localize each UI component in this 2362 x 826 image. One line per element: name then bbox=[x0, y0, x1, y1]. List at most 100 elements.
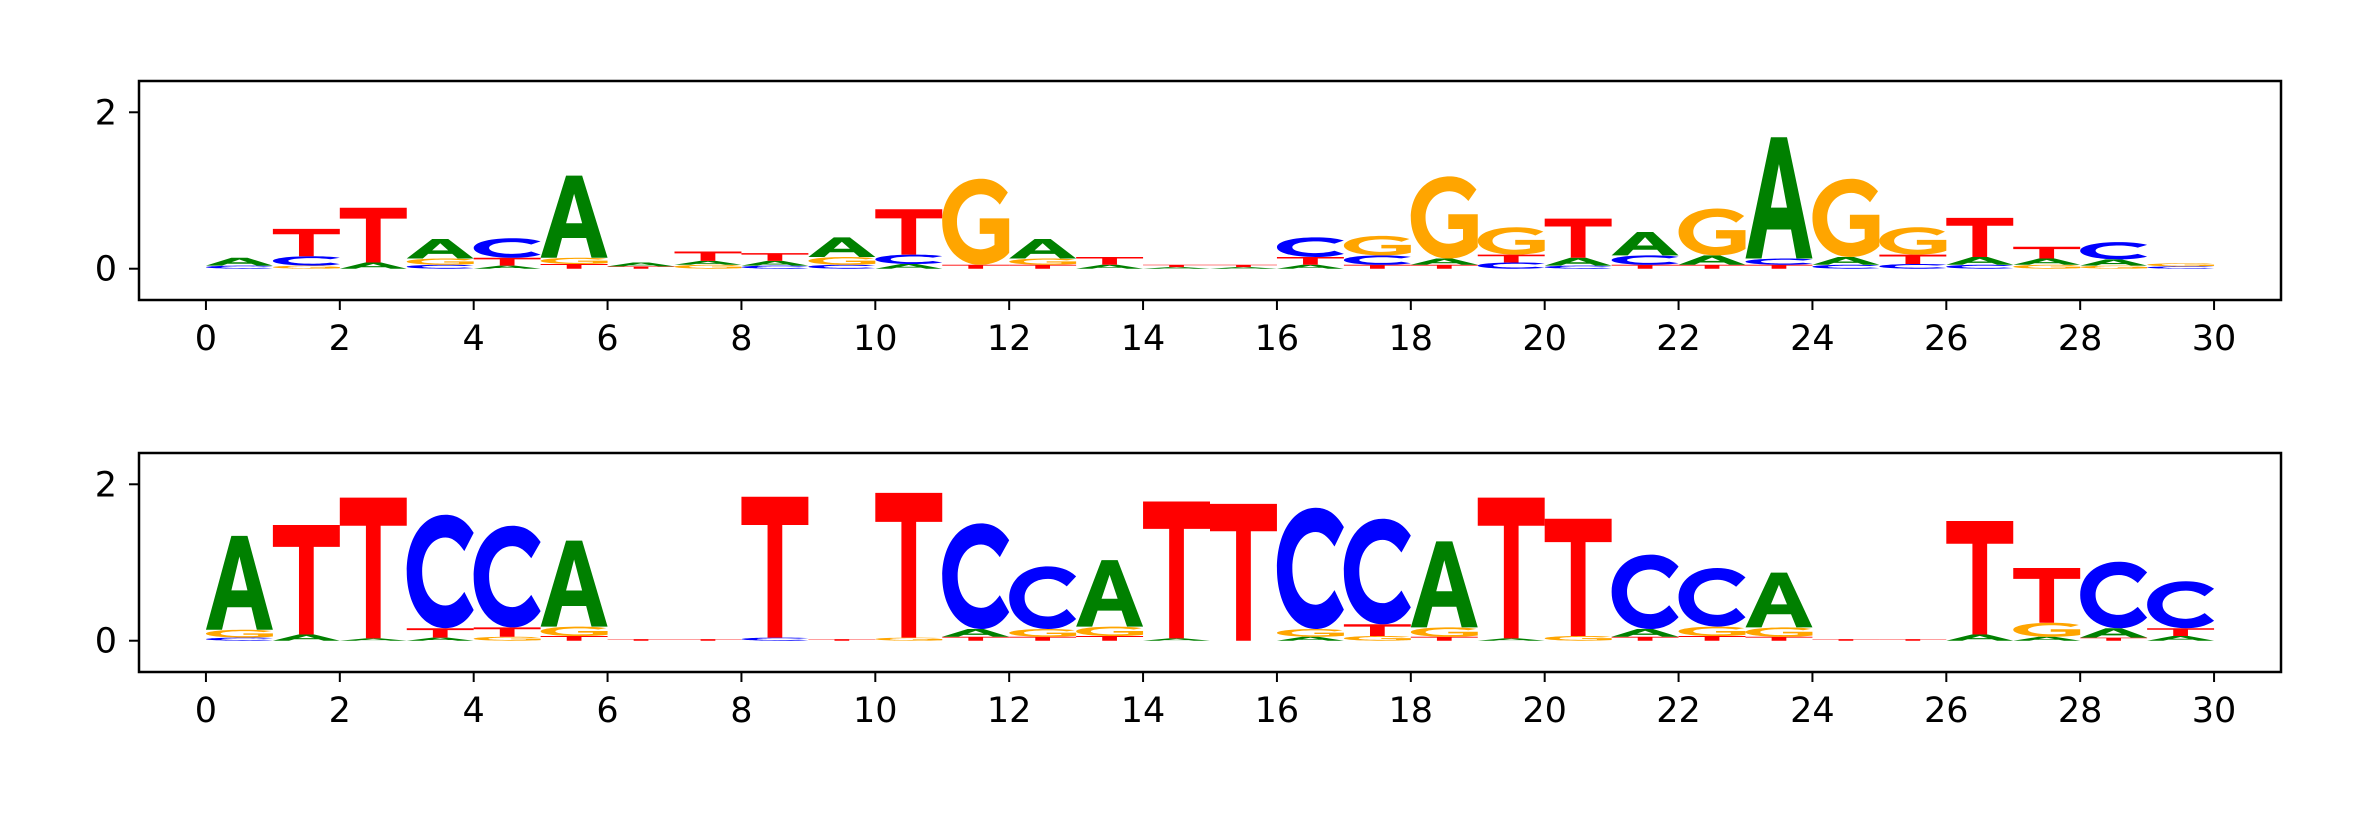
letter-G-pos-13 bbox=[1076, 626, 1144, 637]
letter-C-pos-9 bbox=[808, 264, 876, 269]
letter-C-pos-26 bbox=[1946, 264, 2014, 269]
letter-G-pos-18 bbox=[1410, 627, 1478, 637]
x-tick-label: 26 bbox=[1924, 691, 1969, 731]
letter-C-pos-11 bbox=[942, 523, 1010, 629]
letter-A-pos-14 bbox=[1143, 267, 1211, 269]
letter-A-pos-2 bbox=[339, 262, 407, 269]
letter-G-pos-22 bbox=[1678, 208, 1746, 256]
letter-A-pos-22 bbox=[1678, 255, 1746, 265]
letter-C-pos-23 bbox=[1745, 258, 1813, 265]
letter-A-pos-21 bbox=[1611, 628, 1679, 637]
x-tick-label: 10 bbox=[853, 691, 898, 731]
letter-T-pos-13 bbox=[1076, 256, 1144, 265]
letter-A-pos-10 bbox=[875, 264, 943, 269]
x-tick-label: 18 bbox=[1389, 691, 1434, 731]
letter-T-pos-3 bbox=[406, 628, 474, 638]
letter-C-pos-8 bbox=[741, 637, 809, 641]
letter-A-pos-27 bbox=[2013, 636, 2081, 641]
letter-T-pos-28 bbox=[2080, 637, 2148, 641]
letter-G-pos-10 bbox=[875, 637, 943, 641]
letter-C-pos-3 bbox=[406, 264, 474, 269]
letter-G-pos-7 bbox=[674, 264, 742, 269]
letter-G-pos-28 bbox=[2080, 265, 2148, 269]
letter-T-pos-23 bbox=[1745, 636, 1813, 641]
letter-C-pos-29 bbox=[2147, 266, 2215, 269]
letter-T-pos-4 bbox=[473, 627, 541, 637]
letter-T-pos-25 bbox=[1879, 254, 1947, 265]
x-tick-label: 14 bbox=[1121, 691, 1166, 731]
letter-A-pos-4 bbox=[473, 265, 541, 269]
letter-A-pos-23 bbox=[1745, 137, 1813, 259]
letter-C-pos-20 bbox=[1544, 265, 1612, 269]
letter-A-pos-0 bbox=[205, 257, 273, 266]
letter-A-pos-16 bbox=[1276, 636, 1344, 641]
letter-T-pos-29 bbox=[2147, 628, 2215, 637]
letter-T-pos-17 bbox=[1343, 624, 1411, 637]
letter-T-pos-26 bbox=[1946, 217, 2014, 257]
x-tick-label: 0 bbox=[195, 319, 217, 359]
x-tick-label: 6 bbox=[596, 691, 618, 731]
letter-T-pos-26 bbox=[1946, 521, 2014, 635]
x-tick-label: 22 bbox=[1656, 319, 1701, 359]
letter-A-pos-8 bbox=[741, 260, 809, 266]
letter-A-pos-27 bbox=[2013, 258, 2081, 265]
x-tick-label: 16 bbox=[1255, 691, 1300, 731]
logo-letters bbox=[205, 492, 2215, 641]
x-tick-label: 28 bbox=[2058, 691, 2103, 731]
letter-T-pos-27 bbox=[2013, 567, 2081, 623]
letter-T-pos-16 bbox=[1276, 256, 1344, 265]
letter-T-pos-27 bbox=[2013, 246, 2081, 259]
x-tick-label: 4 bbox=[463, 691, 485, 731]
x-tick-label: 0 bbox=[195, 691, 217, 731]
letter-A-pos-3 bbox=[406, 238, 474, 259]
letter-C-pos-8 bbox=[741, 265, 809, 269]
letter-T-pos-6 bbox=[607, 639, 675, 641]
x-tick-label: 6 bbox=[596, 319, 618, 359]
letter-T-pos-13 bbox=[1076, 636, 1144, 641]
letter-T-pos-1 bbox=[272, 524, 340, 635]
x-tick-label: 8 bbox=[730, 691, 752, 731]
letter-T-pos-22 bbox=[1678, 264, 1746, 269]
letter-T-pos-8 bbox=[741, 253, 809, 261]
x-tick-label: 24 bbox=[1790, 691, 1835, 731]
letter-T-pos-10 bbox=[875, 492, 943, 638]
y-tick-label: 2 bbox=[95, 465, 117, 505]
letter-A-pos-7 bbox=[674, 260, 742, 265]
letter-T-pos-7 bbox=[674, 639, 742, 641]
x-tick-label: 12 bbox=[987, 319, 1032, 359]
letter-T-pos-11 bbox=[942, 636, 1010, 641]
letter-C-pos-22 bbox=[1678, 567, 1746, 627]
letter-T-pos-11 bbox=[942, 264, 1010, 269]
letter-G-pos-23 bbox=[1745, 627, 1813, 637]
letter-A-pos-16 bbox=[1276, 264, 1344, 269]
x-tick-label: 12 bbox=[987, 691, 1032, 731]
letter-T-pos-10 bbox=[875, 209, 943, 255]
letter-G-pos-12 bbox=[1009, 628, 1077, 637]
letter-T-pos-17 bbox=[1343, 264, 1411, 269]
letter-T-pos-2 bbox=[339, 207, 407, 263]
letter-A-pos-23 bbox=[1745, 572, 1813, 628]
letter-A-pos-26 bbox=[1946, 634, 2014, 641]
letter-C-pos-21 bbox=[1611, 255, 1679, 265]
letter-G-pos-5 bbox=[540, 257, 608, 265]
letter-A-pos-21 bbox=[1611, 231, 1679, 256]
letter-C-pos-28 bbox=[2080, 242, 2148, 260]
letter-G-pos-12 bbox=[1009, 258, 1077, 265]
letter-T-pos-12 bbox=[1009, 636, 1077, 641]
letter-A-pos-15 bbox=[1210, 267, 1277, 269]
letter-A-pos-14 bbox=[1143, 638, 1211, 641]
x-tick-label: 2 bbox=[329, 691, 351, 731]
x-axis: 0 2 4 6 8 10 12 14 16 18 20 22 24 26 28 30 bbox=[195, 672, 2236, 731]
letter-A-pos-3 bbox=[406, 637, 474, 641]
letter-C-pos-3 bbox=[406, 514, 474, 629]
letter-A-pos-5 bbox=[540, 540, 608, 627]
axes-frame bbox=[137, 79, 2283, 302]
letter-A-pos-20 bbox=[1544, 257, 1612, 266]
letter-G-pos-22 bbox=[1678, 626, 1746, 637]
x-tick-label: 24 bbox=[1790, 319, 1835, 359]
letter-C-pos-25 bbox=[1879, 264, 1947, 269]
x-tick-label: 10 bbox=[853, 319, 898, 359]
letter-G-pos-17 bbox=[1343, 636, 1411, 641]
x-tick-label: 14 bbox=[1121, 319, 1166, 359]
